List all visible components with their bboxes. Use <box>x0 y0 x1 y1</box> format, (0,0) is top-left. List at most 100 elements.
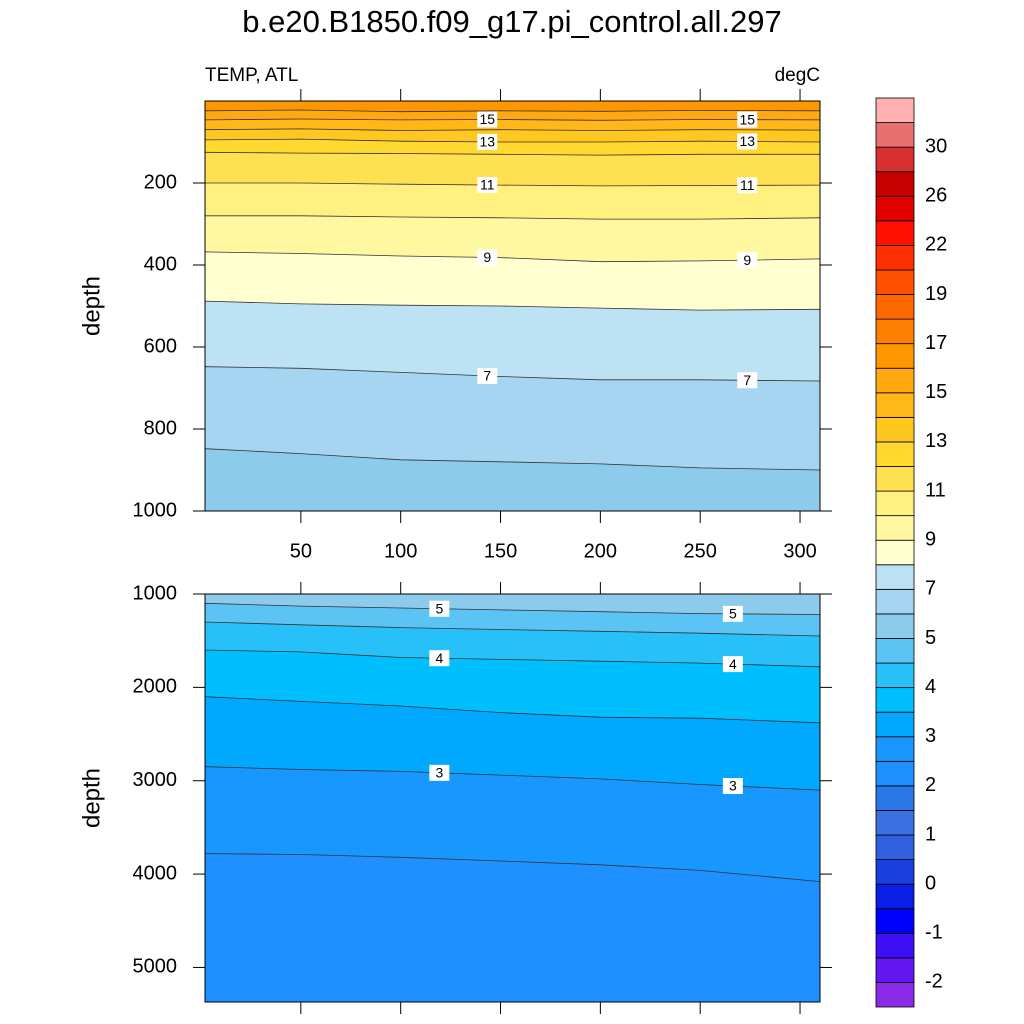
colorbar-box <box>875 367 915 394</box>
colorbar-box <box>875 171 915 197</box>
colorbar-box <box>875 736 915 762</box>
y-tick-label: 1000 <box>133 499 178 521</box>
colorbar-box <box>875 220 915 246</box>
colorbar-box <box>875 687 915 713</box>
colorbar-box <box>875 957 915 983</box>
contour-label: 13 <box>739 133 755 149</box>
x-tick-label: 50 <box>290 540 312 562</box>
contour-label-bg <box>722 777 743 794</box>
colorbar-box <box>875 982 915 1008</box>
contour-line <box>204 138 821 143</box>
colorbar-box <box>875 441 915 467</box>
contour-line <box>204 621 821 637</box>
colorbar-label: 2 <box>925 774 936 796</box>
contour-label: 11 <box>740 177 755 193</box>
contour-line <box>204 151 820 156</box>
colorbar-box <box>875 834 915 860</box>
colorbar-box <box>875 760 915 787</box>
colorbar-label: 7 <box>925 578 936 600</box>
contour-label-bg <box>477 249 498 266</box>
colorbar-box <box>875 785 915 811</box>
contour-label-bg <box>737 177 758 194</box>
contour-line <box>204 602 821 615</box>
y-axis-label: depth <box>78 276 105 336</box>
contour-line <box>205 182 821 187</box>
contour-label: 15 <box>739 111 755 127</box>
colorbar-box <box>875 908 915 934</box>
contour-label-bg <box>737 111 758 128</box>
contour-label-bg <box>737 252 758 269</box>
colorbar-label: 4 <box>925 676 936 698</box>
colorbar-box <box>875 343 915 369</box>
colorbar-label: 5 <box>925 627 936 649</box>
contour-label-bg <box>429 764 450 781</box>
contour-label: 7 <box>743 372 751 388</box>
colorbar-box <box>875 466 915 492</box>
contour-label: 3 <box>729 778 737 794</box>
colorbar-box <box>875 588 915 615</box>
y-tick-label: 200 <box>144 171 177 193</box>
colorbar-label: 0 <box>925 872 936 894</box>
x-tick-label: 250 <box>684 540 717 562</box>
colorbar-label: 30 <box>925 135 947 157</box>
plot-frame <box>204 100 821 512</box>
contour-label-bg <box>737 133 758 150</box>
contour-label: 11 <box>480 177 495 193</box>
colorbar-box <box>875 245 915 271</box>
contour-line <box>204 696 821 724</box>
contour-label-bg <box>722 605 743 622</box>
y-tick-label: 1000 <box>133 582 178 604</box>
colorbar-box <box>875 515 915 541</box>
colorbar-box <box>875 859 915 885</box>
colorbar-box <box>875 613 915 639</box>
contour-line <box>204 251 821 263</box>
contour-label-bg <box>429 600 450 617</box>
contour-label: 15 <box>479 111 495 127</box>
y-axis-label: depth <box>78 768 105 828</box>
contour-line <box>204 448 821 471</box>
contour-band <box>205 853 820 1002</box>
colorbar-box <box>875 122 915 148</box>
colorbar-label: -2 <box>925 971 943 993</box>
colorbar-label: 15 <box>925 381 947 403</box>
contour-label-bg <box>477 176 498 193</box>
contour-line <box>204 109 821 113</box>
contour-label-bg <box>737 372 758 389</box>
left-string: TEMP, ATL <box>205 65 298 86</box>
contour-line <box>204 649 821 668</box>
plot-frame <box>204 593 821 1003</box>
contour-label: 13 <box>479 134 495 150</box>
colorbar-label: 3 <box>925 725 936 747</box>
contour-line <box>204 853 821 882</box>
contour-band <box>205 448 820 511</box>
x-tick-label: 200 <box>584 540 617 562</box>
colorbar-box <box>875 318 915 345</box>
colorbar-box <box>875 564 915 590</box>
contour-line <box>204 366 821 382</box>
colorbar-label: 1 <box>925 823 936 845</box>
colorbar-box <box>875 883 915 910</box>
contour-label: 9 <box>743 252 751 268</box>
contour-label-bg <box>429 650 450 667</box>
contour-label: 5 <box>729 606 737 622</box>
y-tick-label: 4000 <box>133 862 178 884</box>
y-tick-label: 3000 <box>133 769 178 791</box>
contour-label-bg <box>722 656 743 673</box>
contour-label: 4 <box>729 656 737 672</box>
contour-label: 4 <box>435 650 443 666</box>
right-string: degC <box>775 65 820 86</box>
colorbar-box <box>875 539 915 566</box>
colorbar-label: 17 <box>925 332 947 354</box>
colorbar-box <box>875 97 915 123</box>
contour-line <box>204 766 821 791</box>
colorbar-box <box>875 932 915 959</box>
colorbar-box <box>875 490 915 517</box>
y-tick-label: 2000 <box>133 676 178 698</box>
chart-title: b.e20.B1850.f09_g17.pi_control.all.297 <box>242 4 782 39</box>
colorbar-box <box>875 638 915 664</box>
contour-label-bg <box>477 367 498 384</box>
contour-line <box>205 215 821 220</box>
y-tick-label: 5000 <box>133 956 178 978</box>
